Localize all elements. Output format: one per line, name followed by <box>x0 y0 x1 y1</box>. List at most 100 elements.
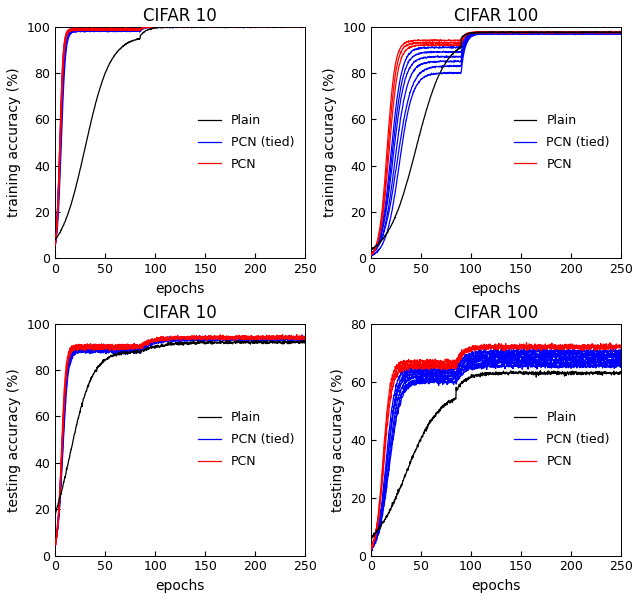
Line: PCN (tied): PCN (tied) <box>55 336 305 544</box>
Plain <box>246 341 254 348</box>
Legend: Plain, PCN (tied), PCN: Plain, PCN (tied), PCN <box>509 406 615 473</box>
Plain <box>367 535 375 542</box>
PCN <box>367 251 375 259</box>
PCN (tied) <box>393 177 401 184</box>
Plain <box>168 23 175 30</box>
PCN (tied) <box>246 336 254 343</box>
PCN <box>617 28 625 35</box>
PCN <box>161 335 169 342</box>
PCN <box>223 23 231 31</box>
PCN <box>223 332 231 340</box>
Line: PCN (tied): PCN (tied) <box>371 32 621 256</box>
PCN (tied) <box>152 338 160 346</box>
PCN (tied) <box>477 365 485 373</box>
X-axis label: epochs: epochs <box>156 579 205 593</box>
PCN <box>367 545 375 552</box>
PCN (tied) <box>539 363 547 370</box>
PCN <box>77 343 84 350</box>
PCN (tied) <box>223 23 231 31</box>
Plain <box>468 373 476 380</box>
PCN <box>251 335 259 342</box>
PCN (tied) <box>563 363 570 370</box>
Y-axis label: testing accuracy (%): testing accuracy (%) <box>7 368 21 512</box>
Legend: Plain, PCN (tied), PCN: Plain, PCN (tied), PCN <box>193 406 299 473</box>
X-axis label: epochs: epochs <box>472 282 521 296</box>
Plain <box>563 29 570 36</box>
PCN (tied) <box>51 540 59 547</box>
Line: Plain: Plain <box>371 32 621 249</box>
Legend: Plain, PCN (tied), PCN: Plain, PCN (tied), PCN <box>509 109 615 176</box>
PCN <box>477 29 485 36</box>
Plain <box>567 29 575 36</box>
Plain <box>368 535 376 542</box>
X-axis label: epochs: epochs <box>156 282 205 296</box>
Title: CIFAR 100: CIFAR 100 <box>454 304 538 322</box>
PCN <box>468 345 476 352</box>
PCN (tied) <box>77 26 84 33</box>
PCN <box>162 23 170 30</box>
PCN (tied) <box>468 367 476 374</box>
PCN <box>51 239 59 247</box>
Legend: Plain, PCN (tied), PCN: Plain, PCN (tied), PCN <box>193 109 299 176</box>
PCN <box>251 23 259 31</box>
Plain <box>301 23 309 31</box>
PCN <box>540 343 547 350</box>
Plain <box>251 340 259 347</box>
PCN (tied) <box>563 30 570 37</box>
PCN (tied) <box>276 332 284 340</box>
Plain <box>223 24 231 31</box>
PCN (tied) <box>539 29 547 37</box>
PCN <box>393 374 401 381</box>
PCN (tied) <box>223 336 231 343</box>
PCN (tied) <box>161 337 169 344</box>
PCN <box>563 343 570 350</box>
PCN (tied) <box>301 334 309 341</box>
Plain <box>617 370 625 377</box>
PCN (tied) <box>468 32 476 40</box>
PCN <box>152 336 160 343</box>
PCN (tied) <box>77 347 84 354</box>
Plain <box>563 370 570 377</box>
PCN (tied) <box>585 359 593 366</box>
Plain <box>77 403 85 410</box>
PCN (tied) <box>251 335 259 343</box>
PCN <box>153 23 161 30</box>
Title: CIFAR 10: CIFAR 10 <box>143 7 217 25</box>
PCN <box>607 28 614 35</box>
PCN <box>301 334 309 341</box>
Line: Plain: Plain <box>55 340 305 514</box>
Plain <box>477 370 485 377</box>
Title: CIFAR 100: CIFAR 100 <box>454 7 538 25</box>
PCN <box>77 25 84 32</box>
PCN <box>393 76 401 83</box>
PCN (tied) <box>153 23 161 31</box>
Plain <box>301 339 309 346</box>
Plain <box>477 29 485 37</box>
Y-axis label: testing accuracy (%): testing accuracy (%) <box>331 368 345 512</box>
PCN (tied) <box>367 252 375 259</box>
PCN (tied) <box>567 362 575 369</box>
PCN <box>562 28 570 35</box>
PCN (tied) <box>617 30 625 37</box>
Plain <box>246 23 254 30</box>
PCN (tied) <box>251 23 259 31</box>
PCN <box>246 23 254 30</box>
PCN (tied) <box>367 252 375 259</box>
Line: PCN: PCN <box>55 335 305 545</box>
PCN <box>278 331 286 338</box>
Line: PCN: PCN <box>55 26 305 243</box>
Plain <box>162 341 170 349</box>
PCN <box>246 334 254 341</box>
Plain <box>161 23 169 31</box>
Plain <box>393 490 401 497</box>
Plain <box>593 28 600 35</box>
Line: PCN: PCN <box>371 31 621 255</box>
PCN <box>368 545 376 552</box>
PCN <box>566 29 574 36</box>
PCN (tied) <box>477 31 485 38</box>
Plain <box>51 236 59 243</box>
PCN <box>617 343 625 350</box>
Plain <box>300 337 308 344</box>
PCN (tied) <box>301 23 309 31</box>
PCN <box>539 29 547 36</box>
